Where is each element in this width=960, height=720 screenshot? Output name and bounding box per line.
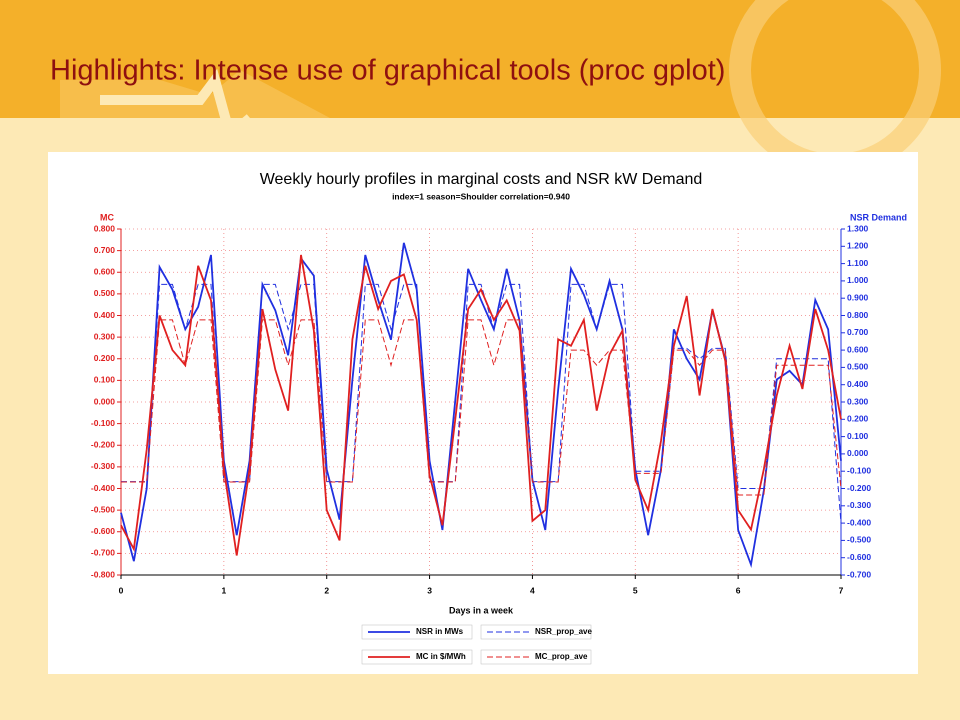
y2-tick-label: 0.900	[847, 292, 869, 302]
x-tick-label: 6	[736, 585, 741, 595]
y-tick-label: -0.500	[91, 504, 115, 514]
y-tick-label: 0.800	[94, 223, 116, 233]
legend-box	[361, 624, 473, 640]
y2-tick-label: 0.600	[847, 344, 869, 354]
series-line	[120, 254, 842, 556]
chart-panel	[48, 152, 918, 674]
legend-box	[480, 624, 592, 640]
y2-tick-label: -0.200	[847, 483, 871, 493]
y2-tick-label: -0.300	[847, 500, 871, 510]
y-tick-label: -0.300	[91, 461, 115, 471]
y-axis-label: MC	[100, 212, 114, 222]
legend-label: NSR_prop_ave	[535, 627, 592, 636]
y2-tick-label: 0.700	[847, 327, 869, 337]
x-tick-label: 3	[427, 585, 432, 595]
y-tick-label: 0.400	[94, 310, 116, 320]
y2-tick-label: -0.500	[847, 535, 871, 545]
series-line	[121, 283, 842, 524]
x-tick-label: 2	[324, 585, 329, 595]
y2-tick-label: 0.000	[847, 448, 869, 458]
y2-tick-label: -0.400	[847, 517, 871, 527]
y-tick-label: -0.200	[91, 440, 115, 450]
y2-tick-label: 1.100	[847, 258, 869, 268]
legend-label: NSR in MWs	[416, 627, 464, 636]
y2-tick-label: 0.800	[847, 310, 869, 320]
y2-tick-label: 0.500	[847, 362, 869, 372]
legend-box	[480, 649, 592, 665]
swoosh	[60, 70, 330, 118]
y2-tick-label: 0.100	[847, 431, 869, 441]
x-tick-label: 4	[530, 585, 535, 595]
y2-tick-label: -0.100	[847, 465, 871, 475]
y-tick-label: 0.300	[94, 331, 116, 341]
y-tick-label: -0.600	[91, 526, 115, 536]
y2-tick-label: 0.300	[847, 396, 869, 406]
y2-tick-label: -0.600	[847, 552, 871, 562]
y-tick-label: 0.000	[94, 396, 116, 406]
y-tick-label: -0.400	[91, 483, 115, 493]
x-tick-label: 7	[839, 585, 844, 595]
x-axis-label: Days in a week	[449, 605, 514, 615]
y2-tick-label: 0.200	[847, 414, 869, 424]
y-tick-label: 0.600	[94, 267, 116, 277]
y-tick-label: 0.200	[94, 353, 116, 363]
y-tick-label: 0.500	[94, 288, 116, 298]
y2-axis-label: NSR Demand	[850, 212, 907, 222]
swoosh	[100, 68, 254, 144]
series-line	[121, 319, 842, 496]
chart-title: Weekly hourly profiles in marginal costs…	[260, 171, 703, 188]
y2-tick-label: 1.200	[847, 241, 869, 251]
chart-subtitle: index=1 season=Shoulder correlation=0.94…	[392, 191, 570, 201]
legend-label: MC_prop_ave	[535, 652, 588, 661]
legend-box	[361, 649, 473, 665]
y-tick-label: -0.700	[91, 548, 115, 558]
y-tick-label: -0.800	[91, 569, 115, 579]
legend-label: MC in $/MWh	[416, 652, 466, 661]
x-tick-label: 5	[633, 585, 638, 595]
y-tick-label: 0.700	[94, 245, 116, 255]
y2-tick-label: 1.000	[847, 275, 869, 285]
y2-tick-label: -0.700	[847, 569, 871, 579]
slide-title: Highlights: Intense use of graphical too…	[50, 55, 725, 87]
y2-tick-label: 0.400	[847, 379, 869, 389]
y-tick-label: -0.100	[91, 418, 115, 428]
x-tick-label: 1	[221, 585, 226, 595]
x-tick-label: 0	[119, 585, 124, 595]
y2-tick-label: 1.300	[847, 223, 869, 233]
y-tick-label: 0.100	[94, 375, 116, 385]
